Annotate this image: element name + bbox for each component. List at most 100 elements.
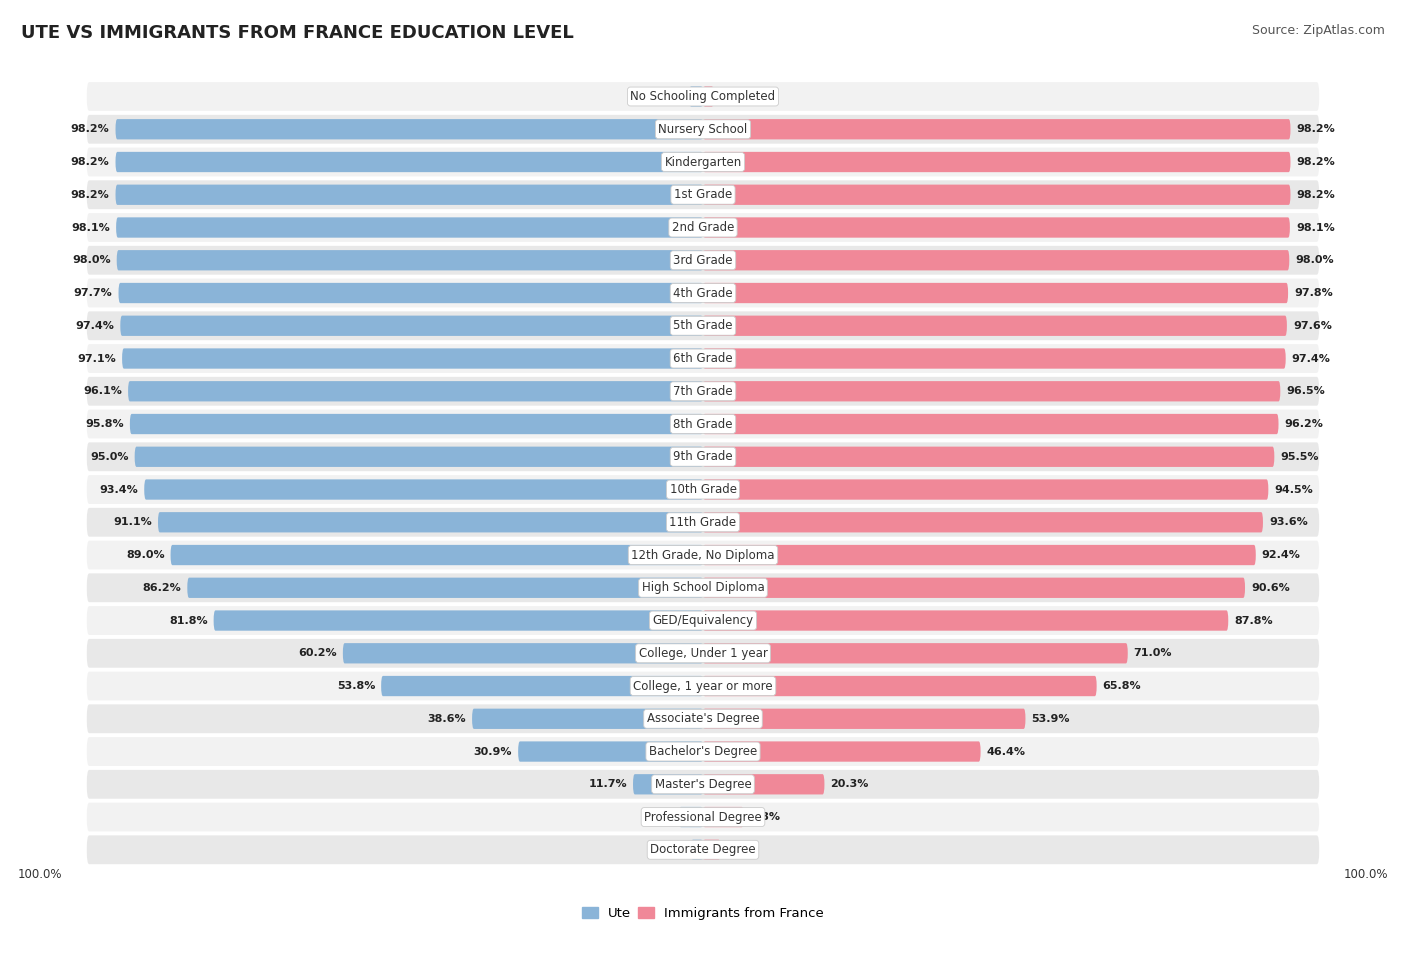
FancyBboxPatch shape — [679, 807, 703, 827]
FancyBboxPatch shape — [135, 447, 703, 467]
Text: 95.0%: 95.0% — [90, 451, 129, 462]
Text: 98.2%: 98.2% — [1296, 190, 1336, 200]
Text: 11.7%: 11.7% — [588, 779, 627, 790]
FancyBboxPatch shape — [703, 807, 744, 827]
FancyBboxPatch shape — [145, 480, 703, 499]
FancyBboxPatch shape — [381, 676, 703, 696]
FancyBboxPatch shape — [690, 839, 703, 860]
Text: 30.9%: 30.9% — [474, 747, 512, 757]
Text: 2nd Grade: 2nd Grade — [672, 221, 734, 234]
FancyBboxPatch shape — [87, 573, 1319, 603]
FancyBboxPatch shape — [703, 413, 1278, 434]
Text: Associate's Degree: Associate's Degree — [647, 713, 759, 725]
Text: 97.4%: 97.4% — [76, 321, 114, 331]
Text: Source: ZipAtlas.com: Source: ZipAtlas.com — [1251, 24, 1385, 37]
Text: No Schooling Completed: No Schooling Completed — [630, 90, 776, 103]
Text: 10th Grade: 10th Grade — [669, 483, 737, 496]
FancyBboxPatch shape — [157, 512, 703, 532]
Text: 98.2%: 98.2% — [70, 157, 110, 167]
FancyBboxPatch shape — [87, 475, 1319, 504]
Text: 97.7%: 97.7% — [73, 288, 112, 298]
FancyBboxPatch shape — [170, 545, 703, 566]
FancyBboxPatch shape — [115, 152, 703, 173]
Text: Nursery School: Nursery School — [658, 123, 748, 136]
FancyBboxPatch shape — [703, 741, 980, 761]
Text: 1.8%: 1.8% — [720, 92, 751, 101]
Text: 53.8%: 53.8% — [337, 682, 375, 691]
Text: 94.5%: 94.5% — [1274, 485, 1313, 494]
Text: College, 1 year or more: College, 1 year or more — [633, 680, 773, 692]
FancyBboxPatch shape — [122, 348, 703, 369]
Text: Doctorate Degree: Doctorate Degree — [650, 843, 756, 856]
FancyBboxPatch shape — [87, 180, 1319, 210]
Text: 6th Grade: 6th Grade — [673, 352, 733, 365]
FancyBboxPatch shape — [703, 217, 1289, 238]
FancyBboxPatch shape — [87, 246, 1319, 275]
Text: Bachelor's Degree: Bachelor's Degree — [650, 745, 756, 758]
FancyBboxPatch shape — [87, 770, 1319, 799]
FancyBboxPatch shape — [87, 443, 1319, 471]
Text: 91.1%: 91.1% — [114, 518, 152, 527]
FancyBboxPatch shape — [703, 119, 1291, 139]
FancyBboxPatch shape — [87, 606, 1319, 635]
FancyBboxPatch shape — [87, 836, 1319, 864]
Text: 2.3%: 2.3% — [652, 92, 683, 101]
Text: 89.0%: 89.0% — [127, 550, 165, 560]
FancyBboxPatch shape — [87, 802, 1319, 832]
FancyBboxPatch shape — [703, 676, 1097, 696]
Text: High School Diploma: High School Diploma — [641, 581, 765, 595]
Text: 81.8%: 81.8% — [169, 615, 208, 626]
FancyBboxPatch shape — [87, 540, 1319, 569]
FancyBboxPatch shape — [703, 447, 1274, 467]
FancyBboxPatch shape — [87, 737, 1319, 766]
Text: UTE VS IMMIGRANTS FROM FRANCE EDUCATION LEVEL: UTE VS IMMIGRANTS FROM FRANCE EDUCATION … — [21, 24, 574, 42]
Text: 90.6%: 90.6% — [1251, 583, 1289, 593]
Text: 12th Grade, No Diploma: 12th Grade, No Diploma — [631, 549, 775, 562]
FancyBboxPatch shape — [633, 774, 703, 795]
FancyBboxPatch shape — [118, 283, 703, 303]
Text: 96.2%: 96.2% — [1285, 419, 1323, 429]
FancyBboxPatch shape — [472, 709, 703, 729]
Text: 8th Grade: 8th Grade — [673, 417, 733, 431]
FancyBboxPatch shape — [703, 184, 1291, 205]
FancyBboxPatch shape — [703, 152, 1291, 173]
Text: 100.0%: 100.0% — [18, 868, 62, 880]
Text: 97.6%: 97.6% — [1294, 321, 1331, 331]
Text: 98.2%: 98.2% — [1296, 157, 1336, 167]
FancyBboxPatch shape — [129, 413, 703, 434]
Text: 97.8%: 97.8% — [1294, 288, 1333, 298]
FancyBboxPatch shape — [121, 316, 703, 336]
Text: 97.4%: 97.4% — [1292, 354, 1330, 364]
FancyBboxPatch shape — [115, 184, 703, 205]
Text: Kindergarten: Kindergarten — [665, 155, 741, 169]
FancyBboxPatch shape — [87, 147, 1319, 176]
FancyBboxPatch shape — [128, 381, 703, 402]
FancyBboxPatch shape — [87, 672, 1319, 700]
Legend: Ute, Immigrants from France: Ute, Immigrants from France — [576, 902, 830, 925]
Text: 7th Grade: 7th Grade — [673, 385, 733, 398]
Text: 95.5%: 95.5% — [1281, 451, 1319, 462]
Text: 100.0%: 100.0% — [1344, 868, 1388, 880]
FancyBboxPatch shape — [703, 577, 1246, 598]
Text: 11th Grade: 11th Grade — [669, 516, 737, 528]
Text: 98.2%: 98.2% — [70, 190, 110, 200]
FancyBboxPatch shape — [703, 316, 1286, 336]
Text: 93.6%: 93.6% — [1270, 518, 1308, 527]
FancyBboxPatch shape — [703, 610, 1229, 631]
Text: 98.2%: 98.2% — [1296, 124, 1336, 135]
FancyBboxPatch shape — [87, 704, 1319, 733]
Text: 96.5%: 96.5% — [1286, 386, 1324, 396]
FancyBboxPatch shape — [689, 87, 703, 106]
FancyBboxPatch shape — [87, 214, 1319, 242]
Text: Master's Degree: Master's Degree — [655, 778, 751, 791]
FancyBboxPatch shape — [703, 839, 720, 860]
Text: 2.9%: 2.9% — [727, 844, 758, 855]
Text: 38.6%: 38.6% — [427, 714, 465, 723]
FancyBboxPatch shape — [87, 279, 1319, 307]
Text: Professional Degree: Professional Degree — [644, 810, 762, 824]
Text: 9th Grade: 9th Grade — [673, 450, 733, 463]
FancyBboxPatch shape — [87, 377, 1319, 406]
Text: 65.8%: 65.8% — [1102, 682, 1142, 691]
Text: GED/Equivalency: GED/Equivalency — [652, 614, 754, 627]
Text: 96.1%: 96.1% — [83, 386, 122, 396]
